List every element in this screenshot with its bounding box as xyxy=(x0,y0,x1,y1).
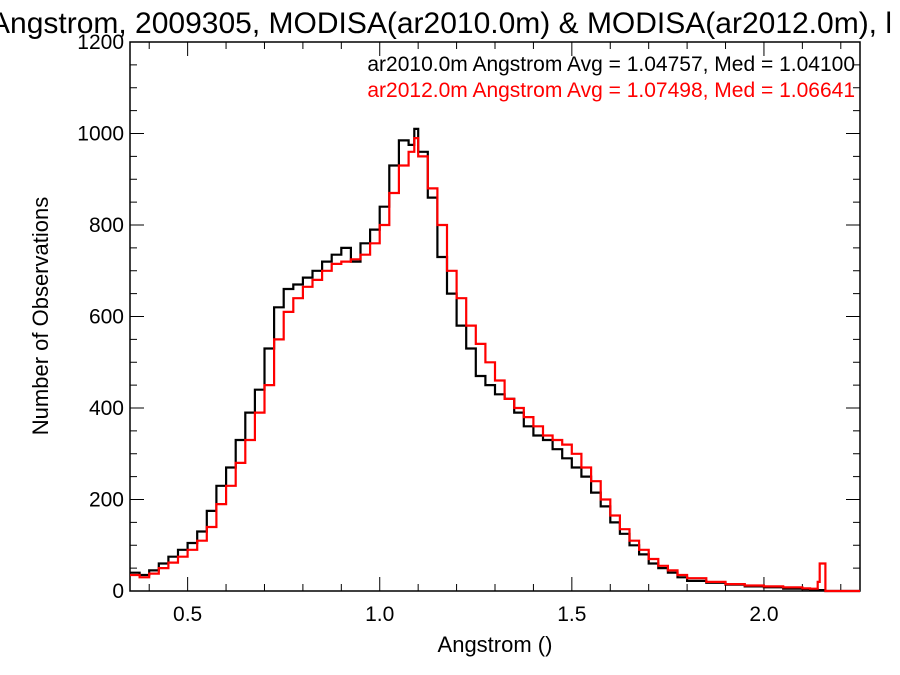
y-tick-label: 0 xyxy=(112,580,124,603)
series-ar2012-line xyxy=(130,137,860,593)
x-tick-label: 0.5 xyxy=(173,603,202,626)
y-tick-label: 800 xyxy=(89,214,124,237)
series-ar2010-line xyxy=(130,127,860,593)
y-tick-label: 1200 xyxy=(77,31,124,54)
x-tick-label: 2.0 xyxy=(749,603,778,626)
plot-frame xyxy=(129,41,861,592)
x-axis: 0.5 1.0 1.5 2.0 xyxy=(148,42,842,626)
legend-entry-ar2010: ar2010.0m Angstrom Avg = 1.04757, Med = … xyxy=(367,53,855,76)
x-tick-label: 1.0 xyxy=(365,603,394,626)
chart-title: Angstrom, 2009305, MODISA(ar2010.0m) & M… xyxy=(0,7,892,40)
y-tick-label: 200 xyxy=(89,489,124,512)
y-tick-label: 1000 xyxy=(77,123,124,146)
x-tick-label: 1.5 xyxy=(557,603,586,626)
legend-entry-ar2012: ar2012.0m Angstrom Avg = 1.07498, Med = … xyxy=(367,79,855,102)
y-axis: 0 200 400 600 800 1000 1200 xyxy=(77,31,860,603)
y-tick-label: 400 xyxy=(89,397,124,420)
y-tick-label: 600 xyxy=(89,306,124,329)
y-axis-label: Number of Observations xyxy=(28,197,53,435)
series-layer xyxy=(130,127,860,593)
x-axis-label: Angstrom () xyxy=(438,632,553,657)
